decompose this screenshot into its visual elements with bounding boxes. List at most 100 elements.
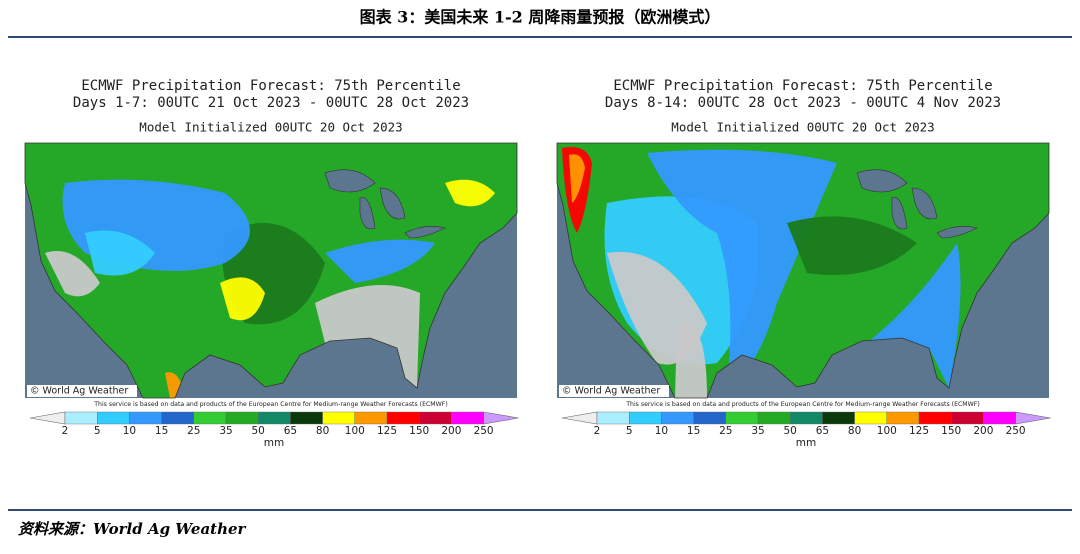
lake (379, 187, 406, 220)
legend-label: 10 (123, 425, 136, 437)
precip-area (867, 243, 961, 388)
legend-label: 150 (941, 425, 961, 437)
legend-swatch (161, 411, 195, 425)
legend-label: 15 (155, 425, 168, 437)
land-outline (556, 142, 1050, 399)
legend-label: 50 (252, 425, 265, 437)
legend-swatch (451, 411, 484, 425)
legend-swatch (96, 411, 130, 425)
precip-area (787, 216, 917, 275)
precip-area (569, 154, 585, 203)
legend-label: 35 (219, 425, 232, 437)
legend-swatch (693, 411, 726, 425)
precip-area (45, 251, 100, 297)
figure-title: 图表 3：美国未来 1-2 周降雨量预报（欧洲模式） (360, 8, 721, 27)
map: © World Ag Weather (24, 142, 518, 399)
legend-label: 65 (284, 425, 297, 437)
legend-swatch (225, 411, 259, 425)
legend-arrow-left (29, 411, 66, 425)
watermark: © World Ag Weather (30, 386, 128, 397)
legend-unit: mm (264, 437, 284, 449)
lake (359, 197, 376, 230)
source: 资料来源：World Ag Weather (18, 520, 247, 538)
legend-swatch (822, 411, 855, 425)
lake (324, 169, 376, 193)
legend-label: 150 (409, 425, 429, 437)
precip-area (675, 321, 707, 398)
legend-label: 250 (474, 425, 494, 437)
data-note: This service is based on data and produc… (625, 401, 980, 408)
legend-swatch (419, 411, 452, 425)
legend-swatch (790, 411, 823, 425)
data-note: This service is based on data and produc… (93, 401, 448, 408)
lake (911, 187, 938, 220)
legend-label: 25 (187, 425, 200, 437)
legend-label: 50 (784, 425, 797, 437)
legend-label: 125 (909, 425, 929, 437)
legend-label: 2 (594, 425, 601, 437)
legend-swatch (354, 411, 388, 425)
legend-label: 250 (1006, 425, 1026, 437)
rule (8, 36, 1072, 38)
legend-label: 35 (751, 425, 764, 437)
precip-area (85, 230, 155, 276)
map-title: ECMWF Precipitation Forecast: 75th Perce… (613, 78, 992, 94)
legend-label: 80 (316, 425, 329, 437)
watermark: © World Ag Weather (562, 386, 660, 397)
legend-label: 200 (973, 425, 993, 437)
legend-label: 65 (816, 425, 829, 437)
legend-swatch (129, 411, 162, 425)
precip-area (220, 277, 265, 321)
precip-area (445, 179, 495, 207)
legend-label: 80 (848, 425, 861, 437)
legend-swatch (596, 411, 630, 425)
map-title: ECMWF Precipitation Forecast: 75th Perce… (81, 78, 460, 94)
legend-label: 100 (345, 425, 365, 437)
map-period: Days 1-7: 00UTC 21 Oct 2023 - 00UTC 28 O… (73, 95, 469, 111)
legend-swatch (629, 411, 662, 425)
legend-swatch (258, 411, 291, 425)
legend-label: 125 (377, 425, 397, 437)
legend-swatch (193, 411, 227, 425)
lake (404, 226, 446, 239)
legend-label: 200 (441, 425, 461, 437)
precip-area (647, 149, 837, 383)
lake (856, 169, 908, 193)
map-panel: ECMWF Precipitation Forecast: 75th Perce… (556, 78, 1051, 449)
watermark-box (559, 385, 669, 397)
legend-unit: mm (796, 437, 816, 449)
legend-swatch (757, 411, 791, 425)
legend-label: 25 (719, 425, 732, 437)
legend-swatch (386, 411, 420, 425)
map: © World Ag Weather (556, 142, 1050, 399)
legend-swatch (322, 411, 356, 425)
legend-swatch (983, 411, 1016, 425)
legend-label: 2 (62, 425, 69, 437)
land-outline (24, 142, 518, 399)
lake (936, 226, 978, 239)
lake (891, 197, 908, 230)
legend-swatch (290, 411, 323, 425)
legend-label: 15 (687, 425, 700, 437)
legend-swatch (854, 411, 887, 425)
legend-swatch (64, 411, 98, 425)
legend-arrow-left (561, 411, 598, 425)
map-panel: ECMWF Precipitation Forecast: 75th Perce… (24, 78, 519, 449)
legend-label: 5 (94, 425, 101, 437)
watermark-box (27, 385, 137, 397)
map-period: Days 8-14: 00UTC 28 Oct 2023 - 00UTC 4 N… (605, 95, 1001, 111)
precip-area (325, 239, 435, 283)
panels: ECMWF Precipitation Forecast: 75th Perce… (24, 78, 1051, 449)
legend-swatch (951, 411, 984, 425)
legend-swatch (661, 411, 694, 425)
legend-swatch (918, 411, 952, 425)
map-initialized: Model Initialized 00UTC 20 Oct 2023 (139, 120, 402, 135)
legend-swatch (886, 411, 920, 425)
map-initialized: Model Initialized 00UTC 20 Oct 2023 (671, 120, 934, 135)
legend-label: 100 (877, 425, 897, 437)
precip-area (315, 285, 420, 388)
legend-arrow-right (1015, 411, 1051, 425)
legend-swatch (725, 411, 759, 425)
rule (8, 509, 1072, 511)
